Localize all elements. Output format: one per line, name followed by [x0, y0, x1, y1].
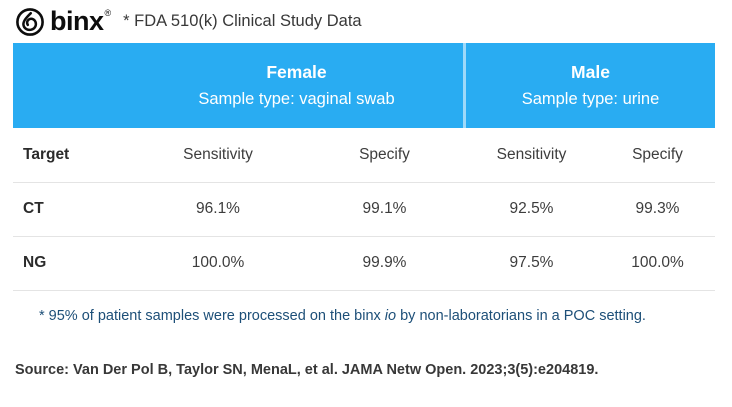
clinical-data-table: Target Sensitivity Specify Sensitivity S… [13, 128, 715, 291]
col-header-sensitivity-male: Sensitivity [463, 128, 600, 183]
ct-female-specificity: 99.1% [306, 182, 463, 237]
sample-group-header-band: Female Sample type: vaginal swab Male Sa… [13, 43, 715, 128]
page-title: * FDA 510(k) Clinical Study Data [123, 12, 362, 30]
col-header-sensitivity-female: Sensitivity [130, 128, 306, 183]
device-name: io [384, 308, 397, 324]
row-ct-target: CT [13, 182, 130, 237]
row-ng-target: NG [13, 236, 130, 291]
ng-female-specificity: 99.9% [306, 236, 463, 291]
col-header-specify-female: Specify [306, 128, 463, 183]
female-group-header: Female Sample type: vaginal swab [130, 43, 463, 128]
ct-female-sensitivity: 96.1% [130, 182, 306, 237]
source-citation: Source: Van Der Pol B, Taylor SN, MenaL,… [15, 361, 599, 378]
female-label: Female [266, 62, 327, 82]
col-header-target: Target [13, 128, 130, 183]
ng-female-sensitivity: 100.0% [130, 236, 306, 291]
ng-male-specificity: 100.0% [600, 236, 715, 291]
registered-trademark-mark: ® [104, 7, 112, 18]
ct-male-sensitivity: 92.5% [463, 182, 600, 237]
group-header-divider [463, 43, 466, 128]
group-header-spacer [13, 43, 130, 128]
binx-wordmark: binx [50, 6, 104, 36]
binx-logo: binx ® [15, 6, 112, 37]
column-header-row: Target Sensitivity Specify Sensitivity S… [13, 128, 715, 183]
ct-male-specificity: 99.3% [600, 182, 715, 237]
male-label: Male [571, 62, 610, 82]
ng-male-sensitivity: 97.5% [463, 236, 600, 291]
footnote: * 95% of patient samples were processed … [13, 291, 715, 342]
top-bar: binx ® * FDA 510(k) Clinical Study Data [0, 0, 732, 43]
female-sample-type: Sample type: vaginal swab [198, 90, 395, 108]
binx-droplet-icon [15, 7, 50, 37]
male-sample-type: Sample type: urine [521, 90, 660, 108]
footnote-text: * 95% of patient samples were processed … [39, 308, 646, 324]
table-row-ng: NG 100.0% 99.9% 97.5% 100.0% [13, 236, 715, 291]
col-header-specify-male: Specify [600, 128, 715, 183]
table-row-ct: CT 96.1% 99.1% 92.5% 99.3% [13, 182, 715, 237]
male-group-header: Male Sample type: urine [466, 43, 715, 128]
